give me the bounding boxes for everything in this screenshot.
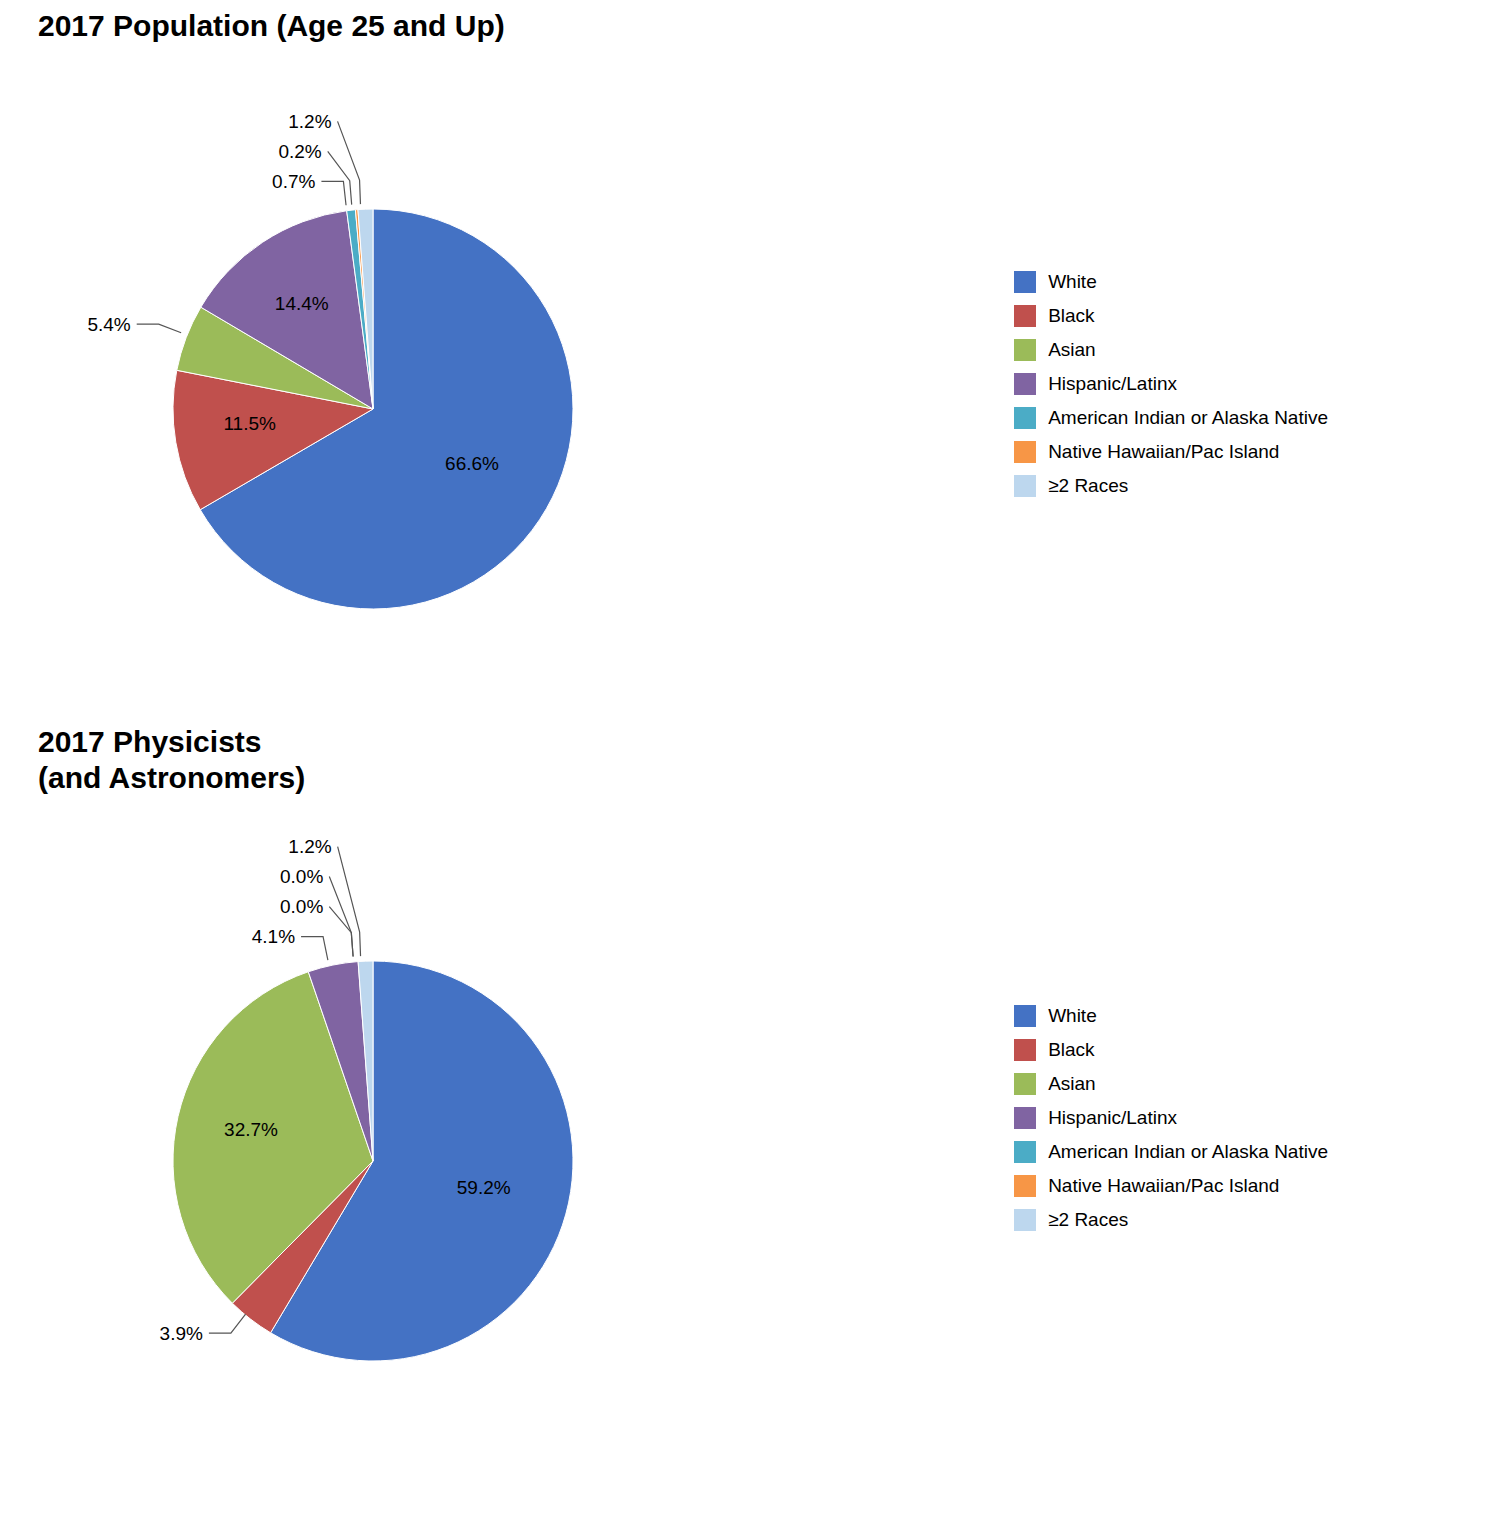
html-text:(and Astronomers): (and Astronomers) (38, 761, 306, 794)
html-text:Native Hawaiian/Pac Island: Native Hawaiian/Pac Island (1048, 1175, 1280, 1196)
html-text:Asian: Asian (1048, 339, 1096, 360)
svg-text:0.2%: 0.2% (278, 141, 321, 162)
svg-text:4.1%: 4.1% (252, 926, 295, 947)
html-text:Black: Black (1048, 305, 1095, 326)
svg-text:66.6%: 66.6% (445, 453, 499, 474)
svg-text:3.9%: 3.9% (160, 1323, 203, 1344)
html-text:White: White (1048, 1005, 1097, 1026)
svg-text:5.4%: 5.4% (87, 314, 130, 335)
html-text:American Indian or Alaska Nati: American Indian or Alaska Native (1048, 1141, 1328, 1162)
svg-text:1.2%: 1.2% (288, 836, 331, 857)
html-text:White: White (1048, 271, 1097, 292)
html-text:Hispanic/Latinx: Hispanic/Latinx (1048, 373, 1177, 394)
svg-text:32.7%: 32.7% (224, 1119, 278, 1140)
svg-text:11.5%: 11.5% (223, 413, 276, 434)
svg-text:0.0%: 0.0% (280, 866, 323, 887)
html-text:2017 Population (Age 25 and Up: 2017 Population (Age 25 and Up) (38, 9, 505, 42)
svg-text:0.0%: 0.0% (280, 896, 323, 917)
svg-text:14.4%: 14.4% (275, 293, 329, 314)
html-text:2017 Physicists: 2017 Physicists (38, 725, 262, 758)
html-text:Hispanic/Latinx: Hispanic/Latinx (1048, 1107, 1177, 1128)
html-text:≥2 Races: ≥2 Races (1048, 475, 1129, 496)
html-text:American Indian or Alaska Nati: American Indian or Alaska Native (1048, 407, 1328, 428)
svg-text:0.7%: 0.7% (272, 171, 315, 192)
html-text:≥2 Races: ≥2 Races (1048, 1209, 1129, 1230)
svg-text:1.2%: 1.2% (288, 111, 331, 132)
html-text:Black: Black (1048, 1039, 1095, 1060)
html-text:Asian: Asian (1048, 1073, 1096, 1094)
html-text:Native Hawaiian/Pac Island: Native Hawaiian/Pac Island (1048, 441, 1280, 462)
svg-text:59.2%: 59.2% (457, 1177, 511, 1198)
